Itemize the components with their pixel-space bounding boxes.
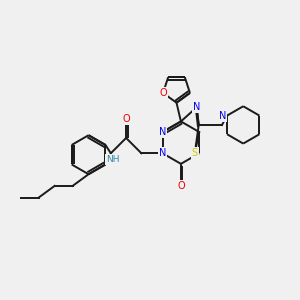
- Text: N: N: [159, 127, 166, 137]
- Text: S: S: [192, 148, 198, 158]
- Text: N: N: [159, 148, 166, 158]
- Text: N: N: [193, 102, 200, 112]
- Text: NH: NH: [106, 155, 120, 164]
- Text: O: O: [177, 181, 185, 191]
- Text: O: O: [159, 88, 167, 98]
- Text: O: O: [122, 114, 130, 124]
- Text: N: N: [219, 111, 226, 121]
